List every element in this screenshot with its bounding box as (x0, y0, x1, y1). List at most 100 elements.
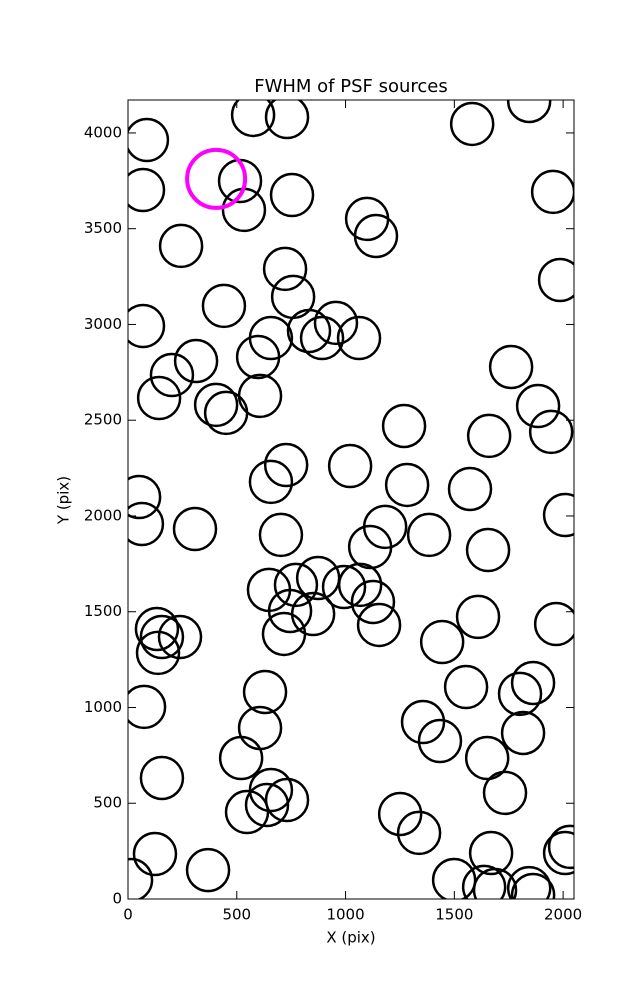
source-circle (128, 303, 166, 349)
source-circle (406, 512, 452, 558)
source-circle (242, 669, 288, 715)
x-axis-label: X (pix) (326, 929, 375, 947)
source-circle (443, 664, 489, 710)
source-circle (128, 474, 162, 520)
source-circle (132, 831, 178, 877)
x-tick-label: 500 (222, 906, 251, 924)
source-circle (128, 684, 167, 730)
source-circle (128, 501, 165, 547)
source-circle (128, 167, 166, 213)
source-circle (264, 100, 310, 140)
source-circle (258, 512, 304, 558)
source-circle (464, 735, 510, 781)
source-circle (337, 562, 383, 608)
source-circle (321, 564, 367, 610)
y-tick-label: 0 (112, 890, 122, 908)
source-circle (157, 614, 203, 660)
source-circle (193, 382, 239, 428)
source-circle (139, 614, 185, 660)
source-circle (136, 375, 182, 421)
source-circle (273, 562, 319, 608)
source-circle (286, 308, 332, 354)
source-circle (384, 462, 430, 508)
source-circle (350, 579, 396, 625)
source-circle (510, 872, 556, 899)
source-circle (488, 344, 534, 390)
source-circle (472, 867, 518, 899)
source-circle (203, 390, 249, 436)
source-circle (263, 442, 309, 488)
source-circle (533, 601, 574, 647)
source-circle (267, 588, 313, 634)
source-circle (172, 506, 218, 552)
source-circle (270, 274, 316, 320)
source-circle (542, 830, 574, 876)
source-circle (461, 864, 507, 899)
source-circle (400, 699, 446, 745)
source-circle (515, 383, 561, 429)
source-circle (482, 770, 528, 816)
y-axis-label: Y (pix) (55, 476, 73, 525)
source-circle (336, 315, 382, 361)
source-circle (377, 791, 423, 837)
source-circle (173, 338, 219, 384)
source-circle (158, 223, 204, 269)
source-circle (230, 100, 276, 138)
source-circle (396, 810, 442, 856)
source-circle (542, 492, 574, 538)
source-circle (506, 100, 552, 124)
source-circle (218, 735, 264, 781)
source-circle (353, 213, 399, 259)
source-circle (528, 409, 574, 455)
source-circle (139, 755, 185, 801)
source-circle (381, 403, 427, 449)
source-circle (447, 466, 493, 512)
plot-frame (127, 99, 575, 900)
source-circle (313, 300, 359, 346)
source-circle (537, 257, 574, 303)
source-circle (344, 196, 390, 242)
source-circle (356, 602, 402, 648)
x-tick-label: 1500 (435, 906, 473, 924)
source-circle (468, 830, 514, 876)
source-circle (221, 187, 267, 233)
source-circle (530, 169, 574, 215)
source-circle (299, 315, 345, 361)
source-circle (547, 824, 574, 870)
source-circle (224, 789, 270, 835)
source-circle (185, 847, 231, 893)
source-circle (269, 172, 315, 218)
y-tick-label: 500 (93, 794, 122, 812)
source-circle (347, 524, 393, 570)
source-circle (134, 606, 180, 652)
y-tick-label: 4000 (84, 123, 122, 141)
source-circle (449, 101, 495, 147)
source-circle (201, 283, 247, 329)
y-tick-label: 3000 (84, 315, 122, 333)
source-circle (248, 315, 294, 361)
source-circle (248, 767, 294, 813)
plot-marks (128, 100, 574, 899)
source-circle (510, 660, 556, 706)
source-circle (327, 443, 373, 489)
source-circle (431, 857, 477, 899)
source-circle (261, 611, 307, 657)
y-tick-label: 3500 (84, 219, 122, 237)
source-circle (465, 527, 511, 573)
chart-title: FWHM of PSF sources (254, 76, 448, 97)
source-circle (417, 718, 463, 764)
y-tick-label: 1000 (84, 698, 122, 716)
source-circle (466, 413, 512, 459)
x-tick-label: 2000 (544, 906, 582, 924)
x-tick-label: 1000 (326, 906, 364, 924)
source-circle (500, 710, 546, 756)
source-circle (248, 459, 294, 505)
source-circle (506, 865, 552, 899)
x-tick-label: 0 (123, 906, 133, 924)
y-tick-label: 1500 (84, 602, 122, 620)
source-circle (149, 352, 195, 398)
source-circle (235, 334, 281, 380)
y-tick-label: 2500 (84, 411, 122, 429)
source-circle (128, 857, 154, 899)
